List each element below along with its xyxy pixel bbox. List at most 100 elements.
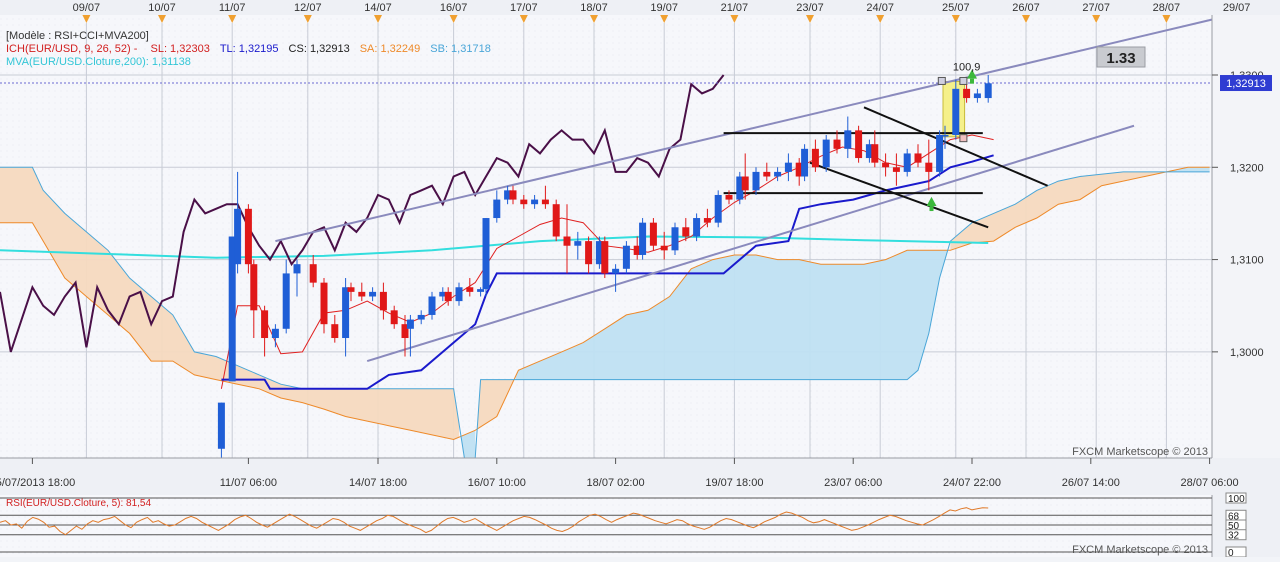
day-marker (158, 15, 166, 23)
top-date-label: 26/07 (1012, 2, 1040, 14)
top-axis-band (0, 0, 1280, 15)
bearish-candle (563, 236, 571, 246)
price-plot-area (0, 15, 1212, 458)
rsi-watermark: FXCM Marketscope © 2013 (1072, 544, 1208, 556)
bottom-date-label: 24/07 22:00 (943, 477, 1001, 489)
ichimoku-value-0: SL: 1,32303 (150, 43, 209, 55)
bearish-candle (320, 282, 328, 325)
price-badge-box (1096, 46, 1146, 68)
rsi-level-label: 0 (1228, 548, 1234, 557)
top-date-label: 29/07 (1223, 2, 1251, 14)
bullish-candle (714, 194, 722, 223)
top-date-label: 19/07 (650, 2, 678, 14)
bullish-candle (822, 139, 830, 168)
bullish-candle (439, 291, 447, 297)
square-marker (959, 134, 968, 143)
price-badge: 1.33 (1106, 50, 1135, 67)
bearish-candle (390, 310, 398, 325)
bearish-candle (795, 162, 803, 177)
bullish-candle (482, 218, 490, 290)
bullish-candle (903, 153, 911, 172)
rsi-level-label: 68 (1228, 511, 1240, 522)
rsi-level-label: 32 (1228, 531, 1240, 542)
annotations: 100,9 (926, 61, 981, 212)
bottom-date-label: 23/07 06:00 (824, 477, 882, 489)
bearish-candle (552, 204, 560, 237)
top-date-label: 12/07 (294, 2, 322, 14)
bearish-candle (892, 167, 900, 172)
current-price-label: 1,32913 (1226, 78, 1266, 90)
channel-line (275, 18, 1212, 243)
top-date-label: 23/07 (796, 2, 824, 14)
bullish-candle (504, 190, 512, 200)
bullish-candle (477, 289, 485, 292)
bullish-candle (693, 218, 701, 237)
bearish-candle (244, 208, 252, 265)
top-date-label: 28/07 (1153, 2, 1181, 14)
top-date-label: 09/07 (73, 2, 101, 14)
day-marker (228, 15, 237, 23)
bearish-candle (309, 264, 317, 283)
top-date-label: 21/07 (721, 2, 749, 14)
bullish-candle (844, 130, 852, 149)
bullish-candle (574, 241, 582, 246)
bearish-candle (379, 291, 387, 311)
day-marker (519, 15, 528, 23)
bearish-candle (703, 218, 711, 223)
ichimoku-value-1: TL: 1,32195 (220, 43, 279, 55)
bearish-candle (466, 287, 474, 292)
rsi-plot-area (0, 495, 1212, 557)
bearish-candle (811, 148, 819, 168)
bottom-date-label: 11/07 06:00 (220, 477, 277, 489)
bearish-candle (882, 162, 890, 168)
square-marker (959, 76, 968, 85)
bearish-candle (520, 199, 528, 205)
day-marker (1162, 15, 1171, 23)
bullish-candle (973, 93, 981, 99)
bottom-axis-band (0, 458, 1280, 495)
up-arrow-icon (967, 69, 977, 79)
bullish-candle (984, 83, 992, 99)
day-marker (303, 15, 312, 23)
bearish-cloud (950, 171, 1164, 251)
bullish-cloud (461, 430, 476, 458)
bullish-candle (369, 291, 377, 297)
bearish-candle (601, 241, 609, 274)
bearish-candle (509, 190, 517, 200)
top-date-label: 24/07 (866, 2, 894, 14)
bearish-cloud (0, 167, 459, 440)
bearish-candle (763, 171, 771, 177)
rsi-line (0, 507, 989, 536)
pattern-line (863, 106, 1048, 187)
bullish-candle (228, 236, 236, 382)
bottom-date-label: 16/07 10:00 (468, 477, 526, 489)
bottom-date-label: 28/07 06:00 (1181, 477, 1239, 489)
bullish-cloud (1166, 167, 1210, 172)
bullish-candle (531, 199, 539, 205)
senkou-a-line (0, 166, 1210, 441)
annotation-label: 100,9 (953, 61, 981, 73)
model-label: [Modèle : RSI+CCI+MVA200] (6, 30, 149, 42)
up-arrow-stem (929, 206, 934, 212)
ichimoku-value-2: CS: 1,32913 (289, 43, 350, 55)
trendlines (275, 18, 1212, 363)
top-date-label: 16/07 (440, 2, 468, 14)
top-date-label: 14/07 (364, 2, 392, 14)
bullish-candle (622, 245, 630, 269)
rsi-level-box (1225, 492, 1247, 504)
rsi-label: RSI(EUR/USD.Cloture, 5): 81,54 (6, 498, 151, 509)
bullish-candle (952, 88, 960, 135)
rsi-level-box (1225, 529, 1247, 541)
bullish-candle (801, 148, 809, 177)
bullish-candle (406, 319, 414, 329)
bearish-candle (682, 227, 690, 237)
bullish-candle (282, 273, 290, 329)
top-date-label: 17/07 (510, 2, 538, 14)
bullish-candle (639, 222, 647, 255)
bullish-candle (671, 227, 679, 251)
ichimoku-value-3: SA: 1,32249 (360, 43, 421, 55)
